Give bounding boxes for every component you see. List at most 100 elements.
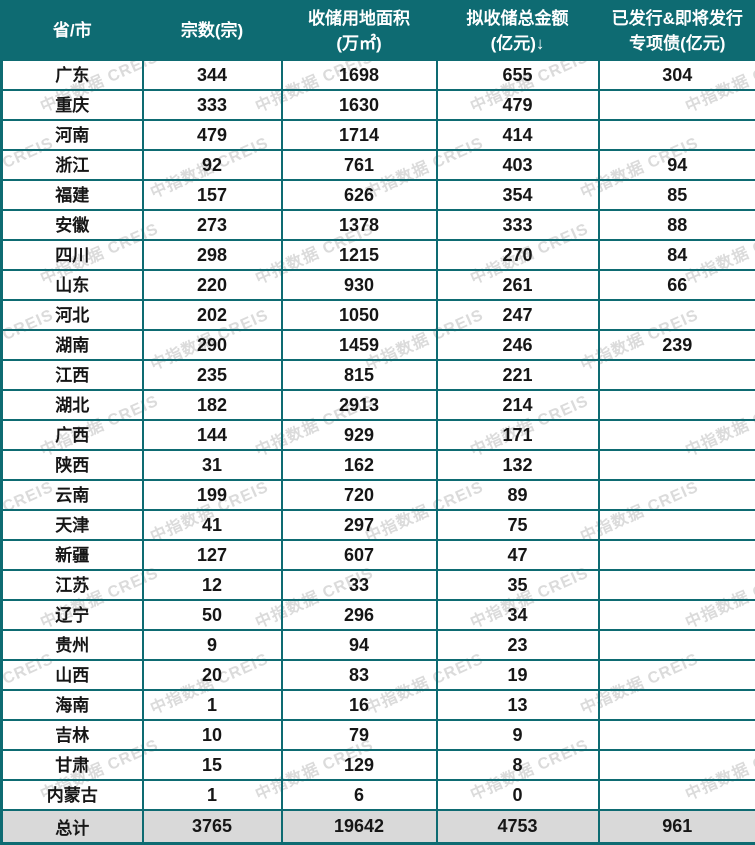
column-header-line: 省/市	[5, 18, 140, 44]
value-cell: 247	[437, 300, 599, 330]
value-cell: 75	[437, 510, 599, 540]
value-cell: 235	[143, 360, 282, 390]
header-row: 省/市宗数(宗)收储用地面积(万㎡)拟收储总金额(亿元)↓已发行&即将发行专项债…	[2, 2, 755, 61]
value-cell: 162	[282, 450, 437, 480]
province-cell: 云南	[2, 480, 143, 510]
column-header-amount: 拟收储总金额(亿元)↓	[437, 2, 599, 61]
province-cell: 广东	[2, 60, 143, 90]
province-cell: 陕西	[2, 450, 143, 480]
value-cell: 199	[143, 480, 282, 510]
column-header-line: (万㎡)	[285, 31, 434, 57]
value-cell: 1714	[282, 120, 437, 150]
column-header-line: 专项债(亿元)	[602, 31, 754, 57]
value-cell: 214	[437, 390, 599, 420]
value-cell: 297	[282, 510, 437, 540]
value-cell: 1	[143, 690, 282, 720]
value-cell: 157	[143, 180, 282, 210]
value-cell: 127	[143, 540, 282, 570]
value-cell	[599, 300, 755, 330]
value-cell: 92	[143, 150, 282, 180]
province-cell: 重庆	[2, 90, 143, 120]
value-cell: 47	[437, 540, 599, 570]
value-cell: 815	[282, 360, 437, 390]
value-cell: 298	[143, 240, 282, 270]
value-cell: 31	[143, 450, 282, 480]
value-cell: 1215	[282, 240, 437, 270]
value-cell	[599, 420, 755, 450]
value-cell: 202	[143, 300, 282, 330]
value-cell: 144	[143, 420, 282, 450]
value-cell: 83	[282, 660, 437, 690]
value-cell	[599, 690, 755, 720]
value-cell: 761	[282, 150, 437, 180]
province-cell: 四川	[2, 240, 143, 270]
value-cell: 270	[437, 240, 599, 270]
value-cell: 13	[437, 690, 599, 720]
value-cell	[599, 510, 755, 540]
column-header-line: 收储用地面积	[285, 6, 434, 32]
value-cell	[599, 750, 755, 780]
value-cell	[599, 570, 755, 600]
sort-descending-icon[interactable]: ↓	[536, 34, 545, 53]
value-cell: 304	[599, 60, 755, 90]
value-cell: 1378	[282, 210, 437, 240]
column-header-line: 宗数(宗)	[146, 18, 279, 44]
value-cell	[599, 630, 755, 660]
province-cell: 湖北	[2, 390, 143, 420]
value-cell: 85	[599, 180, 755, 210]
value-cell	[599, 390, 755, 420]
value-cell: 182	[143, 390, 282, 420]
value-cell: 333	[437, 210, 599, 240]
value-cell: 479	[437, 90, 599, 120]
value-cell: 129	[282, 750, 437, 780]
value-cell	[599, 120, 755, 150]
province-cell: 辽宁	[2, 600, 143, 630]
value-cell: 20	[143, 660, 282, 690]
total-value-cell: 19642	[282, 810, 437, 844]
value-cell: 246	[437, 330, 599, 360]
value-cell: 1698	[282, 60, 437, 90]
value-cell: 94	[599, 150, 755, 180]
total-value-cell: 961	[599, 810, 755, 844]
value-cell: 10	[143, 720, 282, 750]
value-cell: 479	[143, 120, 282, 150]
value-cell: 403	[437, 150, 599, 180]
province-cell: 山西	[2, 660, 143, 690]
value-cell: 35	[437, 570, 599, 600]
value-cell: 50	[143, 600, 282, 630]
value-cell: 66	[599, 270, 755, 300]
column-header-line: 拟收储总金额	[440, 6, 596, 32]
value-cell: 0	[437, 780, 599, 810]
value-cell: 1	[143, 780, 282, 810]
column-header-count: 宗数(宗)	[143, 2, 282, 61]
value-cell: 33	[282, 570, 437, 600]
value-cell: 1630	[282, 90, 437, 120]
value-cell	[599, 450, 755, 480]
value-cell: 290	[143, 330, 282, 360]
value-cell: 626	[282, 180, 437, 210]
value-cell	[599, 90, 755, 120]
total-value-cell: 4753	[437, 810, 599, 844]
province-cell: 天津	[2, 510, 143, 540]
value-cell: 19	[437, 660, 599, 690]
value-cell: 16	[282, 690, 437, 720]
